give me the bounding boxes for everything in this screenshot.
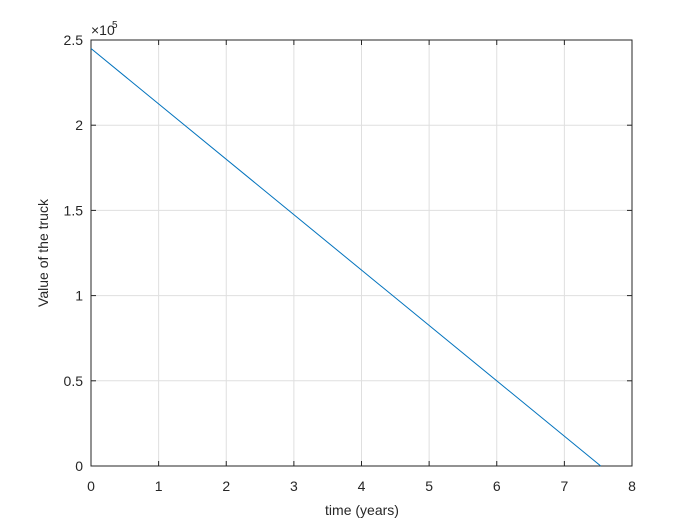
x-tick-label: 4 bbox=[358, 478, 366, 494]
y-tick-label: 0 bbox=[75, 458, 83, 474]
x-tick-label: 3 bbox=[290, 478, 298, 494]
x-tick-label: 1 bbox=[155, 478, 163, 494]
y-tick-label: 1 bbox=[75, 288, 83, 304]
y-tick-label: 2 bbox=[75, 117, 83, 133]
x-tick-label: 6 bbox=[493, 478, 501, 494]
x-tick-label: 2 bbox=[222, 478, 230, 494]
y-exponent-base: ×10 bbox=[91, 22, 115, 38]
x-axis-label: time (years) bbox=[325, 502, 399, 518]
x-tick-label: 8 bbox=[628, 478, 636, 494]
y-axis-label: Value of the truck bbox=[35, 198, 51, 307]
x-tick-label: 0 bbox=[87, 478, 95, 494]
y-exponent: 5 bbox=[112, 20, 118, 31]
y-tick-label: 1.5 bbox=[64, 202, 84, 218]
y-tick-label: 2.5 bbox=[64, 32, 84, 48]
y-tick-label: 0.5 bbox=[64, 373, 84, 389]
axes-box bbox=[90, 39, 633, 467]
line-series bbox=[90, 48, 602, 467]
x-tick-label: 7 bbox=[560, 478, 568, 494]
x-tick-label: 5 bbox=[425, 478, 433, 494]
